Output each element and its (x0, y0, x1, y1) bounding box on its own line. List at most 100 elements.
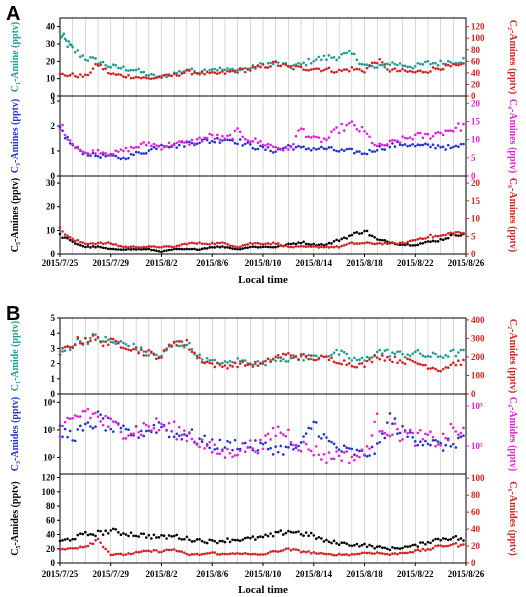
data-point (368, 551, 371, 555)
data-point (119, 552, 123, 556)
data-point (76, 415, 80, 418)
data-point (106, 71, 110, 75)
data-point (340, 148, 343, 151)
data-point (302, 61, 305, 64)
data-point (449, 233, 453, 237)
data-point (398, 69, 402, 73)
data-point (312, 135, 316, 138)
data-point (208, 242, 212, 246)
data-point (345, 147, 349, 151)
data-point (86, 341, 90, 344)
data-point (439, 237, 442, 241)
data-point (68, 429, 72, 433)
data-point (373, 552, 376, 555)
data-point (269, 143, 272, 147)
data-point (134, 75, 138, 79)
data-point (162, 534, 166, 538)
data-point (117, 73, 120, 76)
data-point (91, 56, 95, 59)
data-point (256, 451, 260, 455)
data-point (180, 72, 184, 75)
data-point (144, 429, 148, 433)
data-point (413, 444, 417, 448)
data-point (147, 74, 151, 77)
data-point (264, 242, 267, 246)
data-point (413, 70, 417, 74)
data-point (441, 62, 445, 65)
data-point (396, 546, 399, 550)
data-point (68, 235, 72, 239)
data-point (198, 553, 201, 557)
data-point (398, 62, 402, 65)
data-point (243, 246, 247, 250)
data-point (249, 553, 252, 556)
data-point (304, 245, 308, 249)
data-point (353, 543, 356, 547)
data-point (208, 538, 212, 542)
data-point (279, 444, 283, 448)
data-point (307, 147, 310, 150)
data-point (223, 68, 227, 72)
data-point (274, 245, 277, 249)
data-point (84, 409, 87, 413)
data-point (347, 447, 351, 450)
data-point (190, 540, 194, 543)
data-point (294, 446, 298, 450)
data-point (297, 144, 300, 148)
data-point (67, 40, 71, 43)
data-point (114, 73, 118, 76)
data-point (421, 136, 425, 140)
data-point (317, 453, 321, 457)
data-point (177, 340, 181, 343)
data-point (99, 156, 102, 159)
data-point (424, 142, 427, 145)
data-point (99, 541, 102, 544)
data-point (424, 237, 427, 240)
data-point (327, 54, 331, 57)
data-point (213, 551, 217, 554)
data-point (205, 541, 209, 545)
y-tick-label: 20 (471, 98, 481, 108)
data-point (213, 137, 217, 141)
data-point (175, 432, 179, 436)
data-point (353, 52, 356, 56)
data-point (380, 238, 384, 242)
data-point (147, 141, 151, 144)
data-point (406, 242, 409, 246)
data-point (208, 440, 212, 444)
y-tick-label: 300 (471, 333, 485, 343)
data-point (413, 238, 417, 242)
data-point (297, 448, 300, 452)
data-point (436, 440, 440, 443)
data-point (299, 532, 303, 536)
data-point (269, 61, 272, 65)
data-point (436, 67, 440, 70)
data-point (457, 63, 460, 67)
data-point (393, 67, 397, 70)
data-point (345, 542, 349, 545)
data-point (160, 246, 163, 249)
data-point (94, 534, 97, 538)
y-tick-label: 5 (471, 153, 476, 163)
data-point (73, 537, 77, 541)
data-point (228, 359, 232, 363)
data-point (457, 433, 460, 437)
data-point (335, 149, 338, 153)
data-point (175, 340, 179, 343)
data-point (210, 241, 214, 245)
data-point (325, 461, 328, 465)
data-point (375, 144, 379, 148)
data-point (347, 553, 351, 557)
data-point (193, 441, 196, 444)
data-point (462, 122, 465, 126)
data-point (284, 445, 288, 449)
data-point (375, 148, 379, 152)
data-point (167, 421, 171, 425)
data-point (287, 143, 290, 147)
y-tick-label: 10 (46, 74, 56, 84)
data-point (406, 545, 409, 548)
data-point (129, 349, 133, 352)
data-point (79, 545, 82, 548)
data-point (370, 61, 374, 65)
data-point (218, 438, 222, 442)
